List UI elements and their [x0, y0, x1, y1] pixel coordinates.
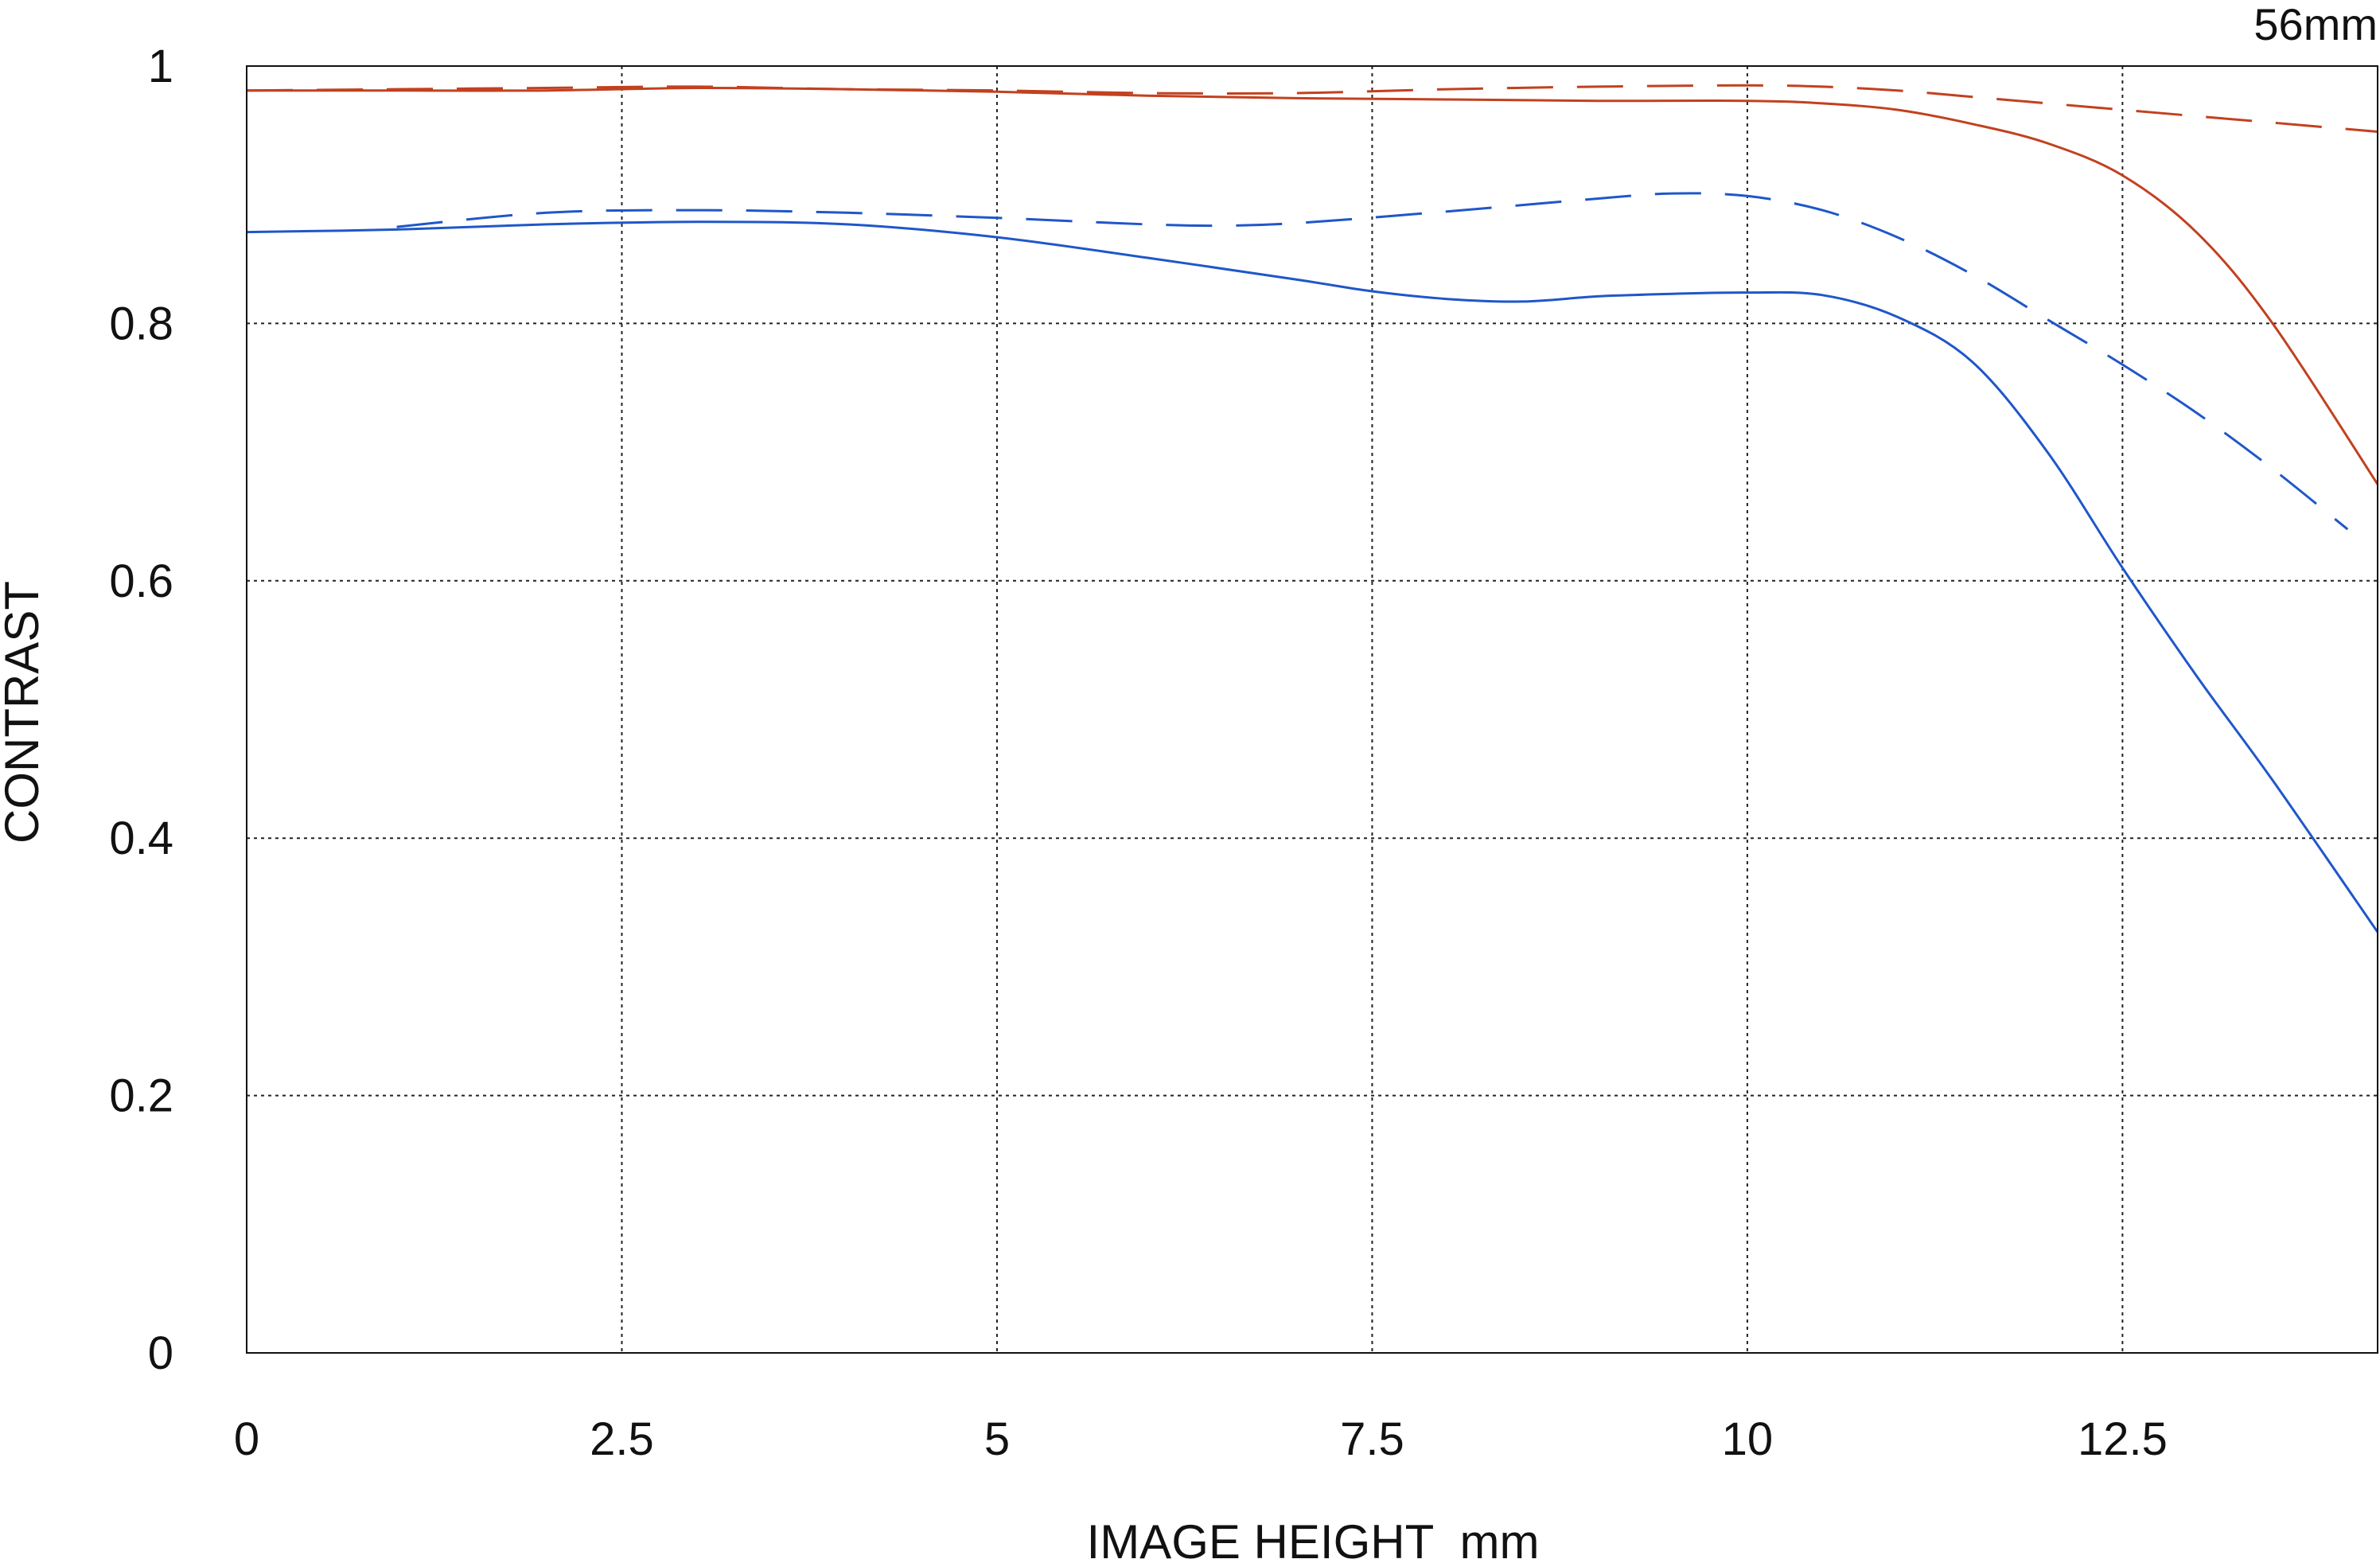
x-axis-title: IMAGE HEIGHT mm — [1087, 1515, 1540, 1563]
series-lines — [246, 84, 2379, 934]
grid-lines — [247, 66, 2378, 1353]
y-axis-title: CONTRAST — [0, 581, 49, 844]
x-tick-label: 2.5 — [590, 1413, 654, 1465]
x-tick-label: 12.5 — [2078, 1413, 2168, 1465]
x-tick-label: 10 — [1722, 1413, 1774, 1465]
red-dashed-series-line — [246, 84, 2378, 133]
y-tick-label: 0.6 — [109, 555, 173, 607]
y-tick-label: 0.8 — [109, 298, 173, 349]
blue-solid-series-line — [246, 220, 2379, 934]
x-tick-labels: 0 2.5 5 7.5 10 12.5 — [234, 1413, 2168, 1465]
y-tick-label: 1 — [148, 41, 173, 92]
y-tick-label: 0.2 — [109, 1070, 173, 1122]
red-solid-series-line — [247, 86, 2379, 485]
x-tick-label: 0 — [234, 1413, 259, 1465]
plot-frame — [246, 65, 2378, 1354]
x-tick-label: 7.5 — [1340, 1413, 1404, 1465]
y-tick-labels: 0 0.2 0.4 0.6 0.8 1 — [109, 41, 173, 1379]
y-tick-label: 0.4 — [109, 813, 173, 864]
focal-length-label: 56mm — [2253, 0, 2378, 49]
y-tick-label: 0 — [148, 1327, 173, 1379]
x-tick-label: 5 — [984, 1413, 1010, 1465]
